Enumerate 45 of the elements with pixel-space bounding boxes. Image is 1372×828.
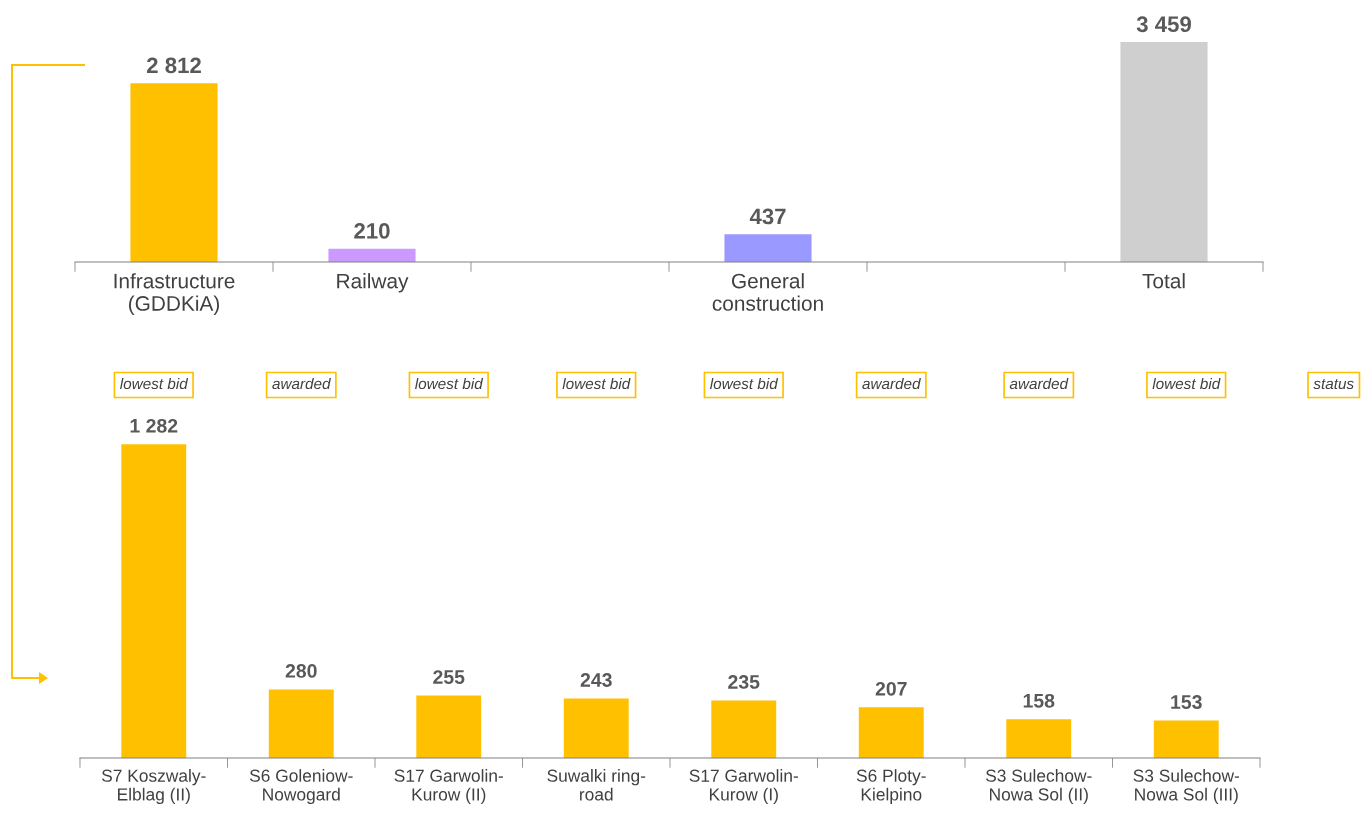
data-label: 243 <box>580 673 612 687</box>
bar <box>858 707 924 758</box>
x-tick-label: S17 Garwolin- Kurow (II) <box>394 769 503 804</box>
x-tick-label: S7 Koszwaly- Elblag (II) <box>101 769 206 804</box>
data-label: 207 <box>875 681 907 696</box>
x-tick-label: S6 Ploty- Kielpino <box>856 769 926 804</box>
text: status <box>1313 379 1354 390</box>
x-tick-label: Total <box>1142 273 1185 289</box>
x-tick-label: S6 Goleniow- Nowogard <box>249 769 353 804</box>
data-label: 235 <box>728 675 760 689</box>
data-label: 153 <box>1171 695 1202 709</box>
x-tick-label: Suwalki ring- road <box>547 769 646 801</box>
text: lowest bid <box>562 377 631 390</box>
text: lowest bid <box>710 377 779 390</box>
bar <box>130 83 218 262</box>
bar <box>563 698 629 758</box>
bar <box>416 695 482 758</box>
data-label: 2 812 <box>146 57 201 74</box>
bar <box>328 248 416 262</box>
text: lowest bid <box>120 377 189 390</box>
data-label: 1 282 <box>130 418 178 433</box>
bar <box>1006 719 1072 758</box>
data-label: 210 <box>354 223 390 239</box>
x-tick-label: General construction <box>712 273 823 311</box>
bar <box>1153 720 1219 758</box>
data-label: 158 <box>1023 693 1055 708</box>
text: lowest bid <box>415 377 484 390</box>
data-label: 437 <box>749 208 786 225</box>
bar <box>1120 42 1208 262</box>
x-tick-label: Railway <box>337 273 409 293</box>
text: awarded <box>862 377 921 390</box>
text: lowest bid <box>1152 377 1221 390</box>
text: awarded <box>1009 377 1069 390</box>
bar <box>724 234 812 262</box>
x-tick-label: S3 Sulechow- Nowa Sol (III) <box>1133 769 1240 804</box>
x-tick-label: Infrastructure (GDDKiA) <box>114 273 235 315</box>
bar <box>268 689 334 758</box>
data-label: 255 <box>433 670 465 684</box>
x-tick-label: S3 Sulechow- Nowa Sol (II) <box>985 769 1092 804</box>
text: awarded <box>272 377 331 390</box>
data-label: 3 459 <box>1136 16 1191 33</box>
data-label: 280 <box>285 664 317 678</box>
bar <box>711 700 777 758</box>
bar <box>121 444 187 758</box>
x-tick-label: S17 Garwolin- Kurow (I) <box>689 769 798 804</box>
